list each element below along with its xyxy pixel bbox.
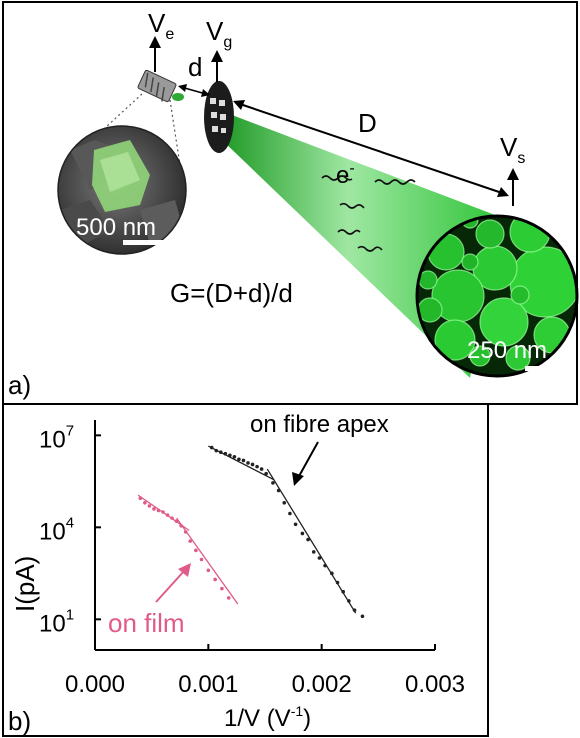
D-label: D	[358, 108, 377, 138]
scalebar-left-label: 500 nm	[76, 214, 156, 241]
emitter-tip	[137, 69, 184, 103]
data-point-film	[147, 504, 152, 508]
x-tick-label: 0.001	[178, 671, 238, 698]
data-point-film	[213, 577, 217, 582]
data-point-film	[165, 513, 170, 517]
ve-label: Ve	[148, 8, 174, 43]
data-point-fibre	[306, 537, 310, 542]
data-point-fibre	[288, 511, 292, 516]
data-point-fibre	[214, 448, 219, 453]
data-point-fibre	[223, 451, 228, 456]
fit-line-fibre	[266, 468, 357, 614]
y-axis-title: I(pA)	[10, 556, 40, 612]
panel-b-label: b)	[8, 706, 31, 736]
data-point-fibre	[311, 550, 316, 554]
data-point-fibre	[341, 589, 346, 594]
data-point-fibre	[271, 481, 275, 485]
screen-image-inset	[415, 214, 579, 378]
annotation-film-arrow	[155, 569, 186, 603]
data-point-film	[183, 530, 188, 534]
data-point-fibre	[241, 458, 246, 463]
data-point-film	[206, 568, 211, 573]
data-point-film	[226, 596, 231, 600]
data-point-film	[174, 519, 179, 523]
gain-formula: G=(D+d)/d	[170, 278, 293, 308]
gate-grid	[204, 81, 234, 153]
y-tick-label: 104	[39, 514, 74, 545]
data-point-fibre	[276, 488, 281, 493]
data-point-film	[161, 510, 165, 514]
data-point-fibre	[259, 467, 264, 471]
data-point-fibre	[347, 599, 351, 603]
x-tick-label: 0.002	[292, 671, 352, 698]
data-point-fibre	[228, 453, 232, 458]
data-point-fibre	[360, 614, 365, 619]
vs-label: Vs	[500, 132, 525, 167]
data-point-fibre	[317, 556, 322, 560]
data-point-film	[179, 524, 183, 528]
panel-a-label: a)	[8, 370, 31, 400]
x-tick-label: 0.003	[405, 671, 465, 698]
data-point-film	[156, 508, 161, 513]
annotation-film: on film	[108, 608, 185, 638]
data-point-fibre	[250, 462, 255, 467]
data-point-film	[220, 586, 224, 591]
sem-inset-emitter	[57, 125, 187, 255]
data-point-fibre	[255, 464, 259, 469]
data-point-fibre	[335, 580, 340, 585]
data-point-fibre	[282, 501, 287, 505]
x-tick-label: 0.000	[65, 671, 125, 698]
data-point-fibre	[323, 563, 327, 568]
data-point-fibre	[300, 531, 305, 536]
y-tick-label: 107	[39, 422, 74, 453]
data-point-fibre	[330, 571, 334, 576]
y-tick-label: 101	[39, 606, 74, 637]
data-point-film	[194, 548, 198, 553]
scatter-chart: 0.000 0.001 0.002 0.003 107 104 101	[39, 420, 465, 698]
fit-line-fibre	[208, 445, 275, 481]
data-point-fibre	[232, 455, 237, 459]
scalebar-right-bar	[525, 366, 555, 371]
data-point-film	[143, 501, 147, 505]
data-point-fibre	[264, 471, 268, 476]
scalebar-right-label: 250 nm	[467, 337, 547, 364]
data-point-film	[188, 539, 192, 543]
data-point-film	[138, 496, 143, 501]
annotation-fibre-apex: on fibre apex	[250, 411, 389, 438]
d-label: d	[188, 52, 202, 82]
electron-trajectories	[321, 175, 416, 252]
data-point-film	[170, 516, 174, 520]
data-point-film	[152, 507, 156, 511]
panel-b-frame	[2, 403, 489, 737]
data-point-fibre	[237, 457, 241, 462]
scalebar-left-bar	[123, 240, 167, 245]
data-point-fibre	[246, 461, 250, 465]
x-axis-title: 1/V (V-1)	[224, 703, 311, 732]
annotation-fibre-arrow	[297, 441, 319, 479]
vg-label: Vg	[206, 16, 232, 51]
data-point-fibre	[209, 445, 214, 450]
data-point-fibre	[219, 450, 223, 455]
data-point-film	[199, 557, 204, 562]
data-point-fibre	[352, 608, 357, 612]
data-point-fibre	[293, 522, 298, 527]
